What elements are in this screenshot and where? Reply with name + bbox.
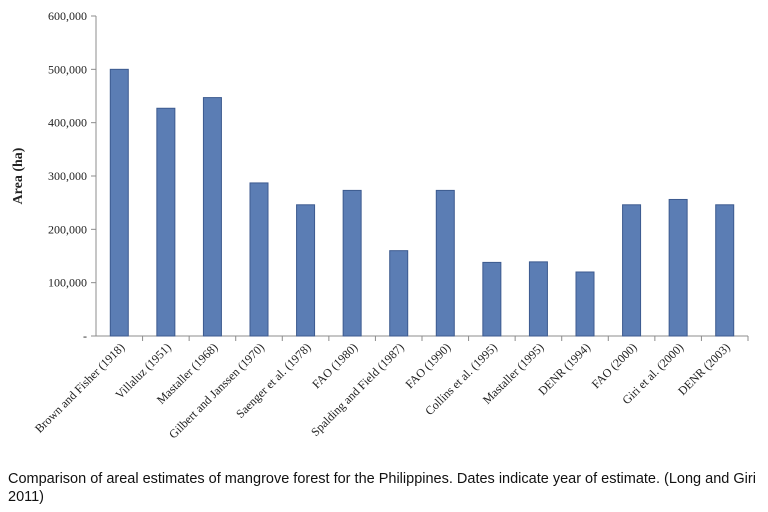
y-tick-label: -	[83, 329, 87, 343]
y-tick-label: 400,000	[48, 116, 87, 130]
bar	[202, 97, 222, 337]
bar	[109, 68, 129, 337]
x-axis-ticks: Brown and Fisher (1918)Villaluz (1951)Ma…	[32, 336, 749, 441]
y-axis-label: Area (ha)	[11, 147, 26, 204]
chart-bars	[109, 68, 735, 337]
y-tick-label: 200,000	[48, 222, 87, 236]
bar	[668, 198, 688, 337]
bar	[715, 204, 735, 337]
chart-axes	[95, 16, 748, 337]
bar	[435, 189, 455, 337]
bar	[389, 250, 409, 337]
bar	[575, 271, 595, 337]
chart-svg: - 100,000 200,000 300,000 400,000 500,000 600,…	[11, 9, 749, 441]
bar	[342, 189, 362, 337]
bar	[296, 204, 316, 337]
bar	[622, 204, 642, 337]
bar	[249, 182, 269, 337]
bar	[528, 261, 548, 337]
bar	[156, 107, 176, 337]
y-tick-label: 100,000	[48, 276, 87, 290]
y-tick-label: 600,000	[48, 9, 87, 23]
x-tick-label: Spalding and Field (1987)	[308, 340, 407, 439]
y-tick-label: 500,000	[48, 62, 87, 76]
x-tick-label: Brown and Fisher (1918)	[32, 340, 127, 435]
figure-caption: Comparison of areal estimates of mangrov…	[8, 471, 756, 505]
bar-chart: - 100,000 200,000 300,000 400,000 500,000 600,…	[11, 9, 749, 441]
y-axis-ticks: - 100,000 200,000 300,000 400,000 500,000 600,…	[48, 9, 96, 343]
bar	[482, 261, 502, 337]
y-tick-label: 300,000	[48, 169, 87, 183]
